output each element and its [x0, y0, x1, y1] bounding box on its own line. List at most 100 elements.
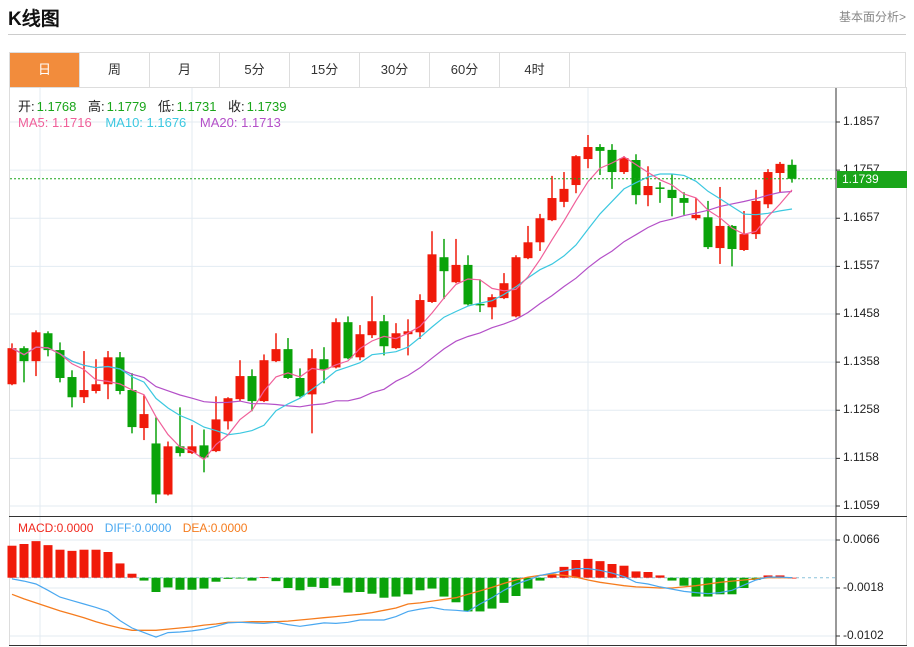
macd-bar-positive [631, 571, 641, 578]
candle-body-down [595, 147, 605, 151]
candle-body-down [127, 390, 137, 428]
candle-body-up [187, 446, 197, 454]
macd-bar-negative [235, 577, 245, 579]
macd-bar-positive [43, 545, 53, 578]
candle-body-down [727, 225, 737, 250]
macd-bar-positive [115, 563, 125, 578]
macd-bar-negative [523, 577, 533, 589]
macd-bar-negative [679, 577, 689, 586]
macd-bar-negative [211, 577, 221, 582]
tab-30min[interactable]: 30分 [360, 53, 430, 87]
ma10-line [11, 173, 793, 436]
macd-bar-negative [739, 577, 749, 588]
high-label: 高: [88, 99, 105, 114]
macd-bar-negative [247, 577, 257, 581]
macd-bar-negative [727, 577, 737, 595]
tab-day[interactable]: 日 [10, 53, 80, 87]
macd-tick-label: 0.0066 [843, 532, 880, 546]
macd-bar-positive [619, 565, 629, 578]
high-value: 1.1779 [106, 99, 147, 114]
ma5-value: MA5: 1.1716 [18, 115, 92, 130]
macd-bar-positive [259, 577, 269, 578]
candle-body-up [259, 360, 269, 402]
candle-body-down [667, 189, 677, 199]
macd-bar-positive [91, 549, 101, 578]
macd-bar-negative [475, 577, 485, 612]
macd-bar-negative [535, 577, 545, 581]
macd-bar-negative [487, 577, 497, 609]
tab-5min[interactable]: 5分 [220, 53, 290, 87]
candle-body-up [139, 414, 149, 429]
macd-bar-negative [331, 577, 341, 586]
macd-bar-negative [163, 577, 173, 588]
close-value: 1.1739 [246, 99, 287, 114]
current-price-tag: 1.1739 [837, 171, 907, 188]
price-tick-label: 1.1258 [843, 402, 880, 417]
ma10-value: MA10: 1.1676 [105, 115, 187, 130]
candle-body-up [691, 214, 701, 219]
page-title: K线图 [8, 9, 60, 30]
fundamental-analysis-link[interactable]: 基本面分析> [838, 10, 906, 24]
candle-body-down [463, 264, 473, 305]
price-tick-label: 1.1158 [843, 450, 879, 465]
macd-bar-positive [31, 541, 41, 578]
macd-bar-negative [271, 577, 281, 582]
candle-body-down [655, 187, 665, 189]
macd-value: MACD:0.0000 [18, 521, 94, 535]
candle-body-up [619, 158, 629, 173]
candle-body-up [415, 300, 425, 333]
macd-bar-negative [355, 577, 365, 592]
macd-bar-negative [187, 577, 197, 590]
candle-body-down [343, 322, 353, 359]
candle-body-up [751, 200, 761, 235]
candle-body-down [703, 217, 713, 248]
macd-bar-negative [295, 577, 305, 591]
macd-bar-negative [319, 577, 329, 588]
candle-body-up [763, 172, 773, 205]
candle-body-up [103, 357, 113, 385]
tab-60min[interactable]: 60分 [430, 53, 500, 87]
macd-bar-positive [607, 564, 617, 578]
candle-body-up [427, 254, 437, 302]
macd-bar-negative [199, 577, 209, 589]
period-tabs: 日 周 月 5分 15分 30分 60分 4时 [9, 52, 906, 87]
candle-body-down [199, 445, 209, 458]
macd-bar-negative [343, 577, 353, 593]
macd-tick-label: -0.0018 [843, 580, 884, 594]
tab-15min[interactable]: 15分 [290, 53, 360, 87]
macd-legend: MACD:0.0000 DIFF:0.0000 DEA:0.0000 [18, 521, 249, 535]
tab-4hour[interactable]: 4时 [500, 53, 570, 87]
ma5-line [11, 156, 793, 461]
macd-bar-positive [55, 549, 65, 578]
ma-legend: MA5: 1.1716 MA10: 1.1676 MA20: 1.1713 [18, 115, 283, 130]
tab-week[interactable]: 周 [80, 53, 150, 87]
candle-body-down [55, 350, 65, 378]
candle-body-up [715, 225, 725, 249]
candle-body-up [7, 348, 17, 385]
candle-body-down [475, 303, 485, 306]
candle-body-up [367, 321, 377, 336]
candle-body-down [631, 160, 641, 196]
candle-body-down [295, 378, 305, 397]
candle-body-down [175, 446, 185, 454]
candle-body-up [235, 376, 245, 400]
macd-bar-negative [691, 577, 701, 597]
low-label: 低: [158, 99, 175, 114]
open-value: 1.1768 [36, 99, 77, 114]
macd-bar-negative [139, 577, 149, 581]
dea-value: DEA:0.0000 [182, 521, 248, 535]
ma20-value: MA20: 1.1713 [199, 115, 281, 130]
diff-value: DIFF:0.0000 [104, 521, 172, 535]
tab-month[interactable]: 月 [150, 53, 220, 87]
macd-bar-negative [151, 577, 161, 592]
open-label: 开: [18, 99, 35, 114]
candle-body-down [679, 198, 689, 203]
candle-body-down [379, 321, 389, 347]
macd-bar-positive [127, 573, 137, 578]
macd-bar-negative [427, 577, 437, 589]
candle-body-down [247, 376, 257, 402]
candle-body-up [91, 384, 101, 391]
candle-body-up [223, 398, 233, 422]
candle-body-up [355, 334, 365, 358]
